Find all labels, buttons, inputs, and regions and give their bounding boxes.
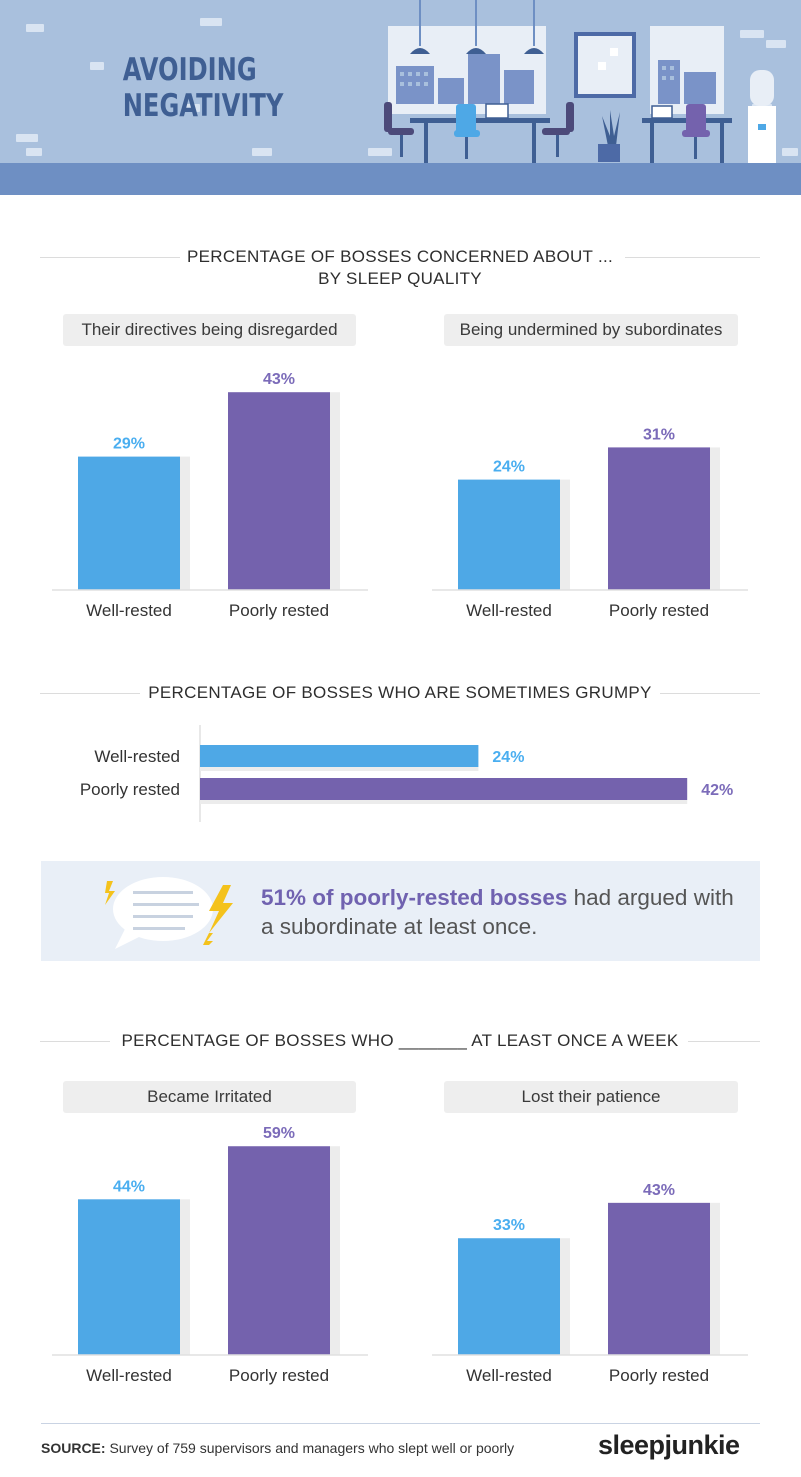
callout-text: 51% of poorly-rested bosses had argued w…: [261, 883, 741, 941]
data-label: 33%: [493, 1217, 525, 1234]
plant-icon: [598, 110, 620, 162]
bar-shadow: [330, 392, 340, 590]
section-title-concerned-line1: PERCENTAGE OF BOSSES CONCERNED ABOUT ...: [186, 247, 614, 266]
bar-shadow: [200, 767, 479, 771]
bar-poorly-rested: [228, 1146, 330, 1355]
section-title-concerned: PERCENTAGE OF BOSSES CONCERNED ABOUT ...…: [40, 246, 760, 290]
bar-poorly-rested: [608, 447, 710, 590]
bar-well-rested: [458, 1238, 560, 1355]
wall-brick: [16, 134, 38, 142]
bar-well-rested: [200, 745, 479, 767]
bar-shadow: [180, 1199, 190, 1355]
panel-label-undermined: Being undermined by subordinates: [444, 314, 738, 346]
header-banner: AVOIDING NEGATIVITY: [0, 0, 801, 195]
category-label: Well-rested: [466, 1366, 552, 1385]
callout-highlight: 51% of poorly-rested bosses: [261, 885, 568, 910]
panel-label-irritated: Became Irritated: [63, 1081, 356, 1113]
chart-became-irritated: 44% Well-rested 59% Poorly rested: [52, 1125, 368, 1385]
bar-well-rested: [78, 456, 180, 590]
category-label: Well-rested: [94, 747, 180, 766]
section-title-weekly: PERCENTAGE OF BOSSES WHO _______ AT LEAS…: [40, 1030, 760, 1052]
chart-undermined-by-subordinates: 24% Well-rested 31% Poorly rested: [432, 426, 748, 620]
section-title-concerned-line2: BY SLEEP QUALITY: [318, 269, 482, 288]
ceiling-lamp-icon: [410, 0, 544, 54]
category-label: Well-rested: [86, 1366, 172, 1385]
data-label: 24%: [493, 459, 525, 476]
data-label: 43%: [643, 1182, 675, 1199]
source-note: SOURCE: Survey of 759 supervisors and ma…: [41, 1440, 514, 1456]
chart-directives-disregarded: 29% Well-rested 43% Poorly rested: [52, 371, 368, 620]
wall-brick: [252, 148, 272, 156]
bar-well-rested: [458, 479, 560, 590]
data-label: 43%: [263, 371, 295, 388]
category-label: Well-rested: [466, 601, 552, 620]
callout-rest: had argued with a subordinate at least o…: [261, 885, 734, 939]
wall-brick: [200, 18, 222, 26]
panel-label-patience: Lost their patience: [444, 1081, 738, 1113]
wall-brick: [90, 62, 104, 70]
office-chair-icon: [384, 102, 710, 159]
data-label: 29%: [113, 436, 145, 453]
bar-poorly-rested: [608, 1202, 710, 1355]
laptop-icon: [485, 103, 673, 119]
wall-brick: [186, 104, 200, 112]
speech-bubble-lightning-icon: [105, 877, 233, 953]
page-title-line2: NEGATIVITY: [122, 88, 284, 124]
bar-shadow: [560, 1238, 570, 1355]
data-label: 44%: [113, 1178, 145, 1195]
bar-poorly-rested: [200, 778, 688, 800]
page-title: AVOIDING NEGATIVITY: [122, 52, 284, 124]
data-label: 42%: [701, 782, 733, 799]
section-title-grumpy: PERCENTAGE OF BOSSES WHO ARE SOMETIMES G…: [40, 682, 760, 704]
wall-brick: [26, 24, 44, 32]
category-label: Poorly rested: [229, 1366, 329, 1385]
panel-label-directives: Their directives being disregarded: [63, 314, 356, 346]
wall-brick: [740, 30, 764, 38]
wall-brick: [26, 148, 42, 156]
category-label: Poorly rested: [80, 780, 180, 799]
brand-logo: sleepjunkie: [598, 1430, 740, 1460]
callout-box: 51% of poorly-rested bosses had argued w…: [41, 861, 760, 961]
wall-brick: [782, 148, 798, 156]
data-label: 24%: [492, 749, 524, 766]
office-illustration: [384, 0, 776, 164]
whiteboard-icon: [574, 32, 636, 98]
section-title-grumpy-text: PERCENTAGE OF BOSSES WHO ARE SOMETIMES G…: [148, 683, 652, 702]
chart-sometimes-grumpy: Well-rested 24% Poorly rested 42%: [80, 725, 733, 822]
bar-shadow: [330, 1146, 340, 1355]
category-label: Poorly rested: [609, 601, 709, 620]
page-title-line1: AVOIDING: [122, 52, 257, 88]
category-label: Well-rested: [86, 601, 172, 620]
category-label: Poorly rested: [609, 1366, 709, 1385]
source-text: Survey of 759 supervisors and managers w…: [105, 1440, 515, 1456]
source-label: SOURCE:: [41, 1440, 106, 1456]
data-label: 59%: [263, 1125, 295, 1142]
wall-brick: [368, 148, 392, 156]
section-title-weekly-text: PERCENTAGE OF BOSSES WHO _______ AT LEAS…: [121, 1031, 679, 1050]
data-label: 31%: [643, 426, 675, 443]
floor-strip: [0, 163, 801, 195]
footer-divider: [41, 1423, 760, 1424]
bar-shadow: [180, 456, 190, 590]
bar-poorly-rested: [228, 392, 330, 590]
chart-lost-patience: 33% Well-rested 43% Poorly rested: [432, 1182, 748, 1385]
water-cooler-icon: [748, 70, 776, 164]
category-label: Poorly rested: [229, 601, 329, 620]
bar-well-rested: [78, 1199, 180, 1355]
wall-brick: [766, 40, 786, 48]
bar-shadow: [200, 800, 688, 804]
bar-shadow: [710, 447, 720, 590]
bar-shadow: [710, 1202, 720, 1355]
bar-shadow: [560, 479, 570, 590]
